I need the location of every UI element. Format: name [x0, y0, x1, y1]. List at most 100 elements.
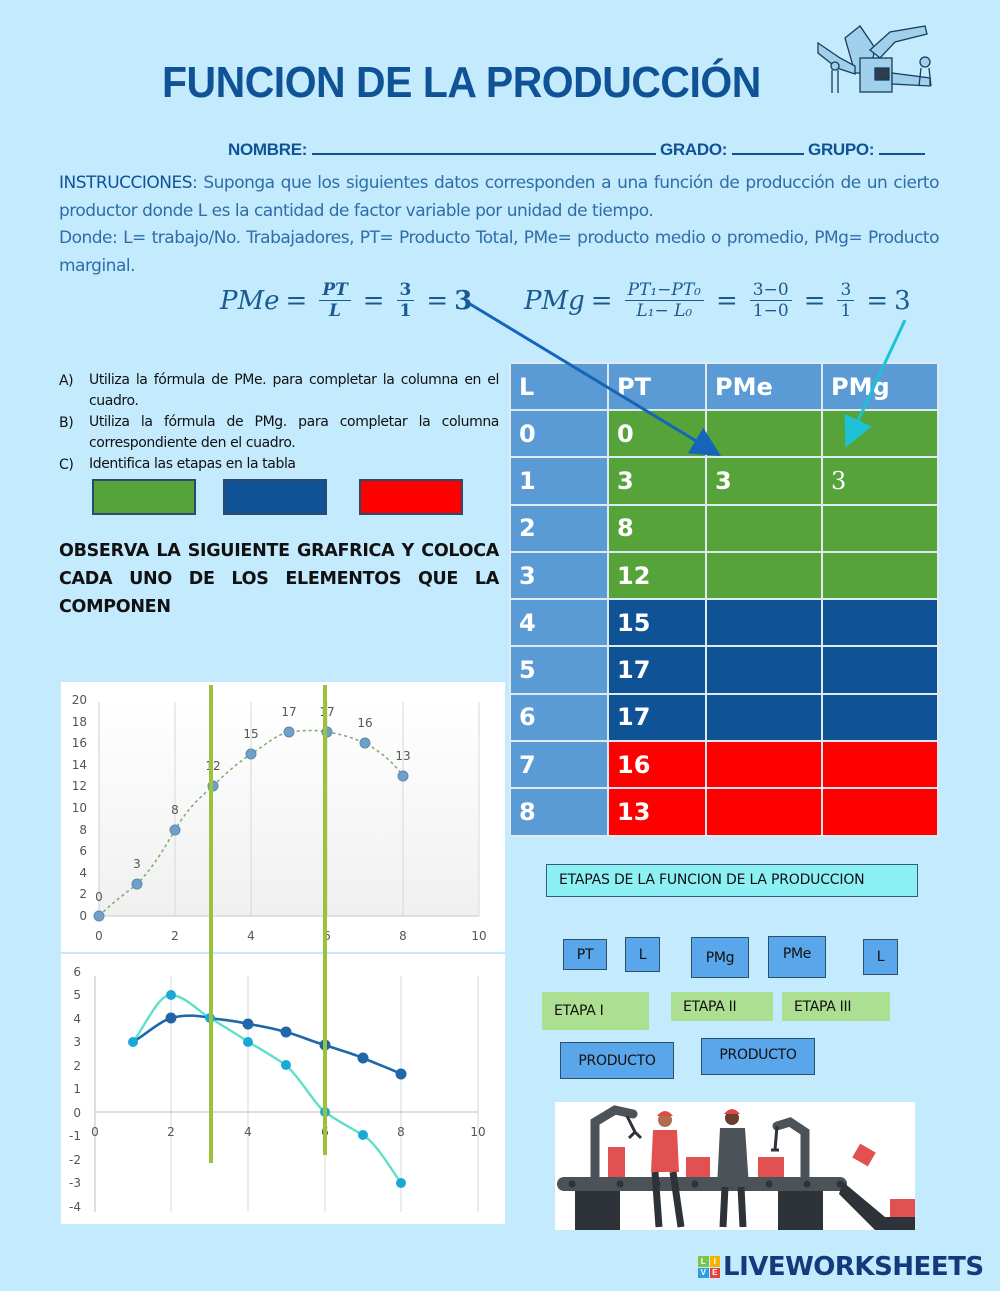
svg-text:0: 0 — [73, 1106, 81, 1120]
frac-num: 3−0 — [749, 280, 792, 301]
cell-l: 3 — [509, 550, 609, 601]
cell-pmg-input[interactable] — [821, 550, 939, 601]
cell-pme-input[interactable] — [705, 787, 823, 837]
svg-text:8: 8 — [397, 1125, 405, 1139]
nombre-field[interactable] — [311, 141, 656, 155]
cell-l: 8 — [509, 787, 609, 837]
cell-pmg-input[interactable]: 3 — [821, 456, 939, 506]
factory-conveyor-illustration — [555, 1102, 915, 1230]
svg-text:4: 4 — [247, 929, 255, 943]
svg-text:4: 4 — [73, 1012, 81, 1026]
svg-text:17: 17 — [319, 705, 334, 719]
svg-text:6: 6 — [73, 965, 81, 979]
table-row: 5 17 — [509, 645, 939, 695]
cell-pt: 12 — [607, 550, 707, 601]
svg-text:-1: -1 — [69, 1129, 81, 1143]
cell-pme-input[interactable] — [705, 550, 823, 601]
svg-text:-4: -4 — [69, 1200, 81, 1214]
pmg-result: 3 — [894, 285, 911, 316]
table-header-row: L PT PMe PMg — [509, 362, 939, 411]
cell-pme-input[interactable]: 3 — [705, 456, 823, 506]
logo-letter: I — [709, 1256, 720, 1267]
cell-pmg-input[interactable] — [821, 692, 939, 743]
logo-mark-icon: L I V E — [698, 1256, 720, 1278]
chip-etapa-3[interactable]: ETAPA III — [782, 992, 890, 1021]
svg-text:15: 15 — [243, 727, 258, 741]
frac-num: PT₁−PT₀ — [624, 280, 704, 301]
cell-pme-input[interactable] — [705, 598, 823, 648]
cell-pme-input[interactable] — [705, 740, 823, 790]
frac-den: L — [329, 301, 341, 321]
assembly-line-illustration — [817, 25, 932, 93]
svg-text:10: 10 — [471, 929, 486, 943]
chip-etapa-2[interactable]: ETAPA II — [671, 992, 773, 1021]
svg-text:0: 0 — [91, 1125, 99, 1139]
instructions-lead: INSTRUCCIONES — [59, 173, 193, 193]
header-pmg: PMg — [821, 362, 939, 411]
stage-divider-2[interactable] — [323, 685, 327, 1155]
etapas-title-box: ETAPAS DE LA FUNCION DE LA PRODUCCION — [546, 864, 918, 897]
cell-pme-input[interactable] — [705, 692, 823, 743]
stage-divider-1[interactable] — [209, 685, 213, 1163]
svg-text:12: 12 — [72, 779, 87, 793]
chip-pt[interactable]: PT — [563, 939, 607, 970]
chip-etapa-1[interactable]: ETAPA I — [542, 992, 649, 1030]
stage-3-swatch — [359, 479, 463, 515]
cell-pmg-input[interactable] — [821, 598, 939, 648]
cell-pmg-input[interactable] — [821, 740, 939, 790]
header-l: L — [509, 362, 609, 411]
frac-num: 3 — [396, 280, 415, 301]
svg-text:0: 0 — [79, 909, 87, 923]
cell-pmg-input[interactable] — [821, 787, 939, 837]
cell-pmg-input[interactable] — [821, 645, 939, 695]
student-info-line: NOMBRE: GRADO: GRUPO: — [228, 140, 925, 160]
cell-l: 7 — [509, 740, 609, 790]
svg-text:3: 3 — [133, 857, 141, 871]
svg-text:16: 16 — [72, 736, 87, 750]
svg-text:20: 20 — [72, 693, 87, 707]
grado-field[interactable] — [731, 141, 804, 155]
svg-text:2: 2 — [73, 1059, 81, 1073]
svg-text:-2: -2 — [69, 1153, 81, 1167]
chip-producto-1[interactable]: PRODUCTO — [560, 1042, 674, 1079]
header-pme: PMe — [705, 362, 823, 411]
svg-text:4: 4 — [79, 866, 87, 880]
svg-text:14: 14 — [72, 758, 87, 772]
cell-l: 6 — [509, 692, 609, 743]
header-pt: PT — [607, 362, 707, 411]
cell-l: 4 — [509, 598, 609, 648]
cell-pt: 13 — [607, 787, 707, 837]
frac-den: 1−0 — [752, 301, 789, 321]
table-row: 6 17 — [509, 692, 939, 743]
cell-l: 1 — [509, 456, 609, 506]
chip-pme[interactable]: PMe — [768, 936, 826, 978]
svg-text:4: 4 — [244, 1125, 252, 1139]
chip-producto-2[interactable]: PRODUCTO — [701, 1038, 815, 1075]
table-row: 8 13 — [509, 787, 939, 837]
step-letter: B) — [59, 415, 74, 431]
svg-text:10: 10 — [470, 1125, 485, 1139]
grupo-field[interactable] — [878, 141, 925, 155]
cell-pme-input[interactable] — [705, 408, 823, 459]
chip-l[interactable]: L — [625, 937, 660, 972]
cell-pmg-input[interactable] — [821, 503, 939, 553]
frac-den: 1 — [840, 301, 852, 321]
chip-l-2[interactable]: L — [863, 939, 898, 975]
cell-pt: 15 — [607, 598, 707, 648]
step-c: C) Identifica las etapas en la tabla — [59, 454, 499, 476]
cell-pme-input[interactable] — [705, 503, 823, 553]
chip-pmg[interactable]: PMg — [691, 937, 749, 978]
nombre-label: NOMBRE: — [228, 140, 308, 159]
svg-text:5: 5 — [73, 988, 81, 1002]
cell-pmg-input[interactable] — [821, 408, 939, 459]
svg-text:8: 8 — [171, 803, 179, 817]
svg-text:17: 17 — [281, 705, 296, 719]
cell-pme-input[interactable] — [705, 645, 823, 695]
svg-text:2: 2 — [167, 1125, 175, 1139]
svg-text:0: 0 — [95, 929, 103, 943]
